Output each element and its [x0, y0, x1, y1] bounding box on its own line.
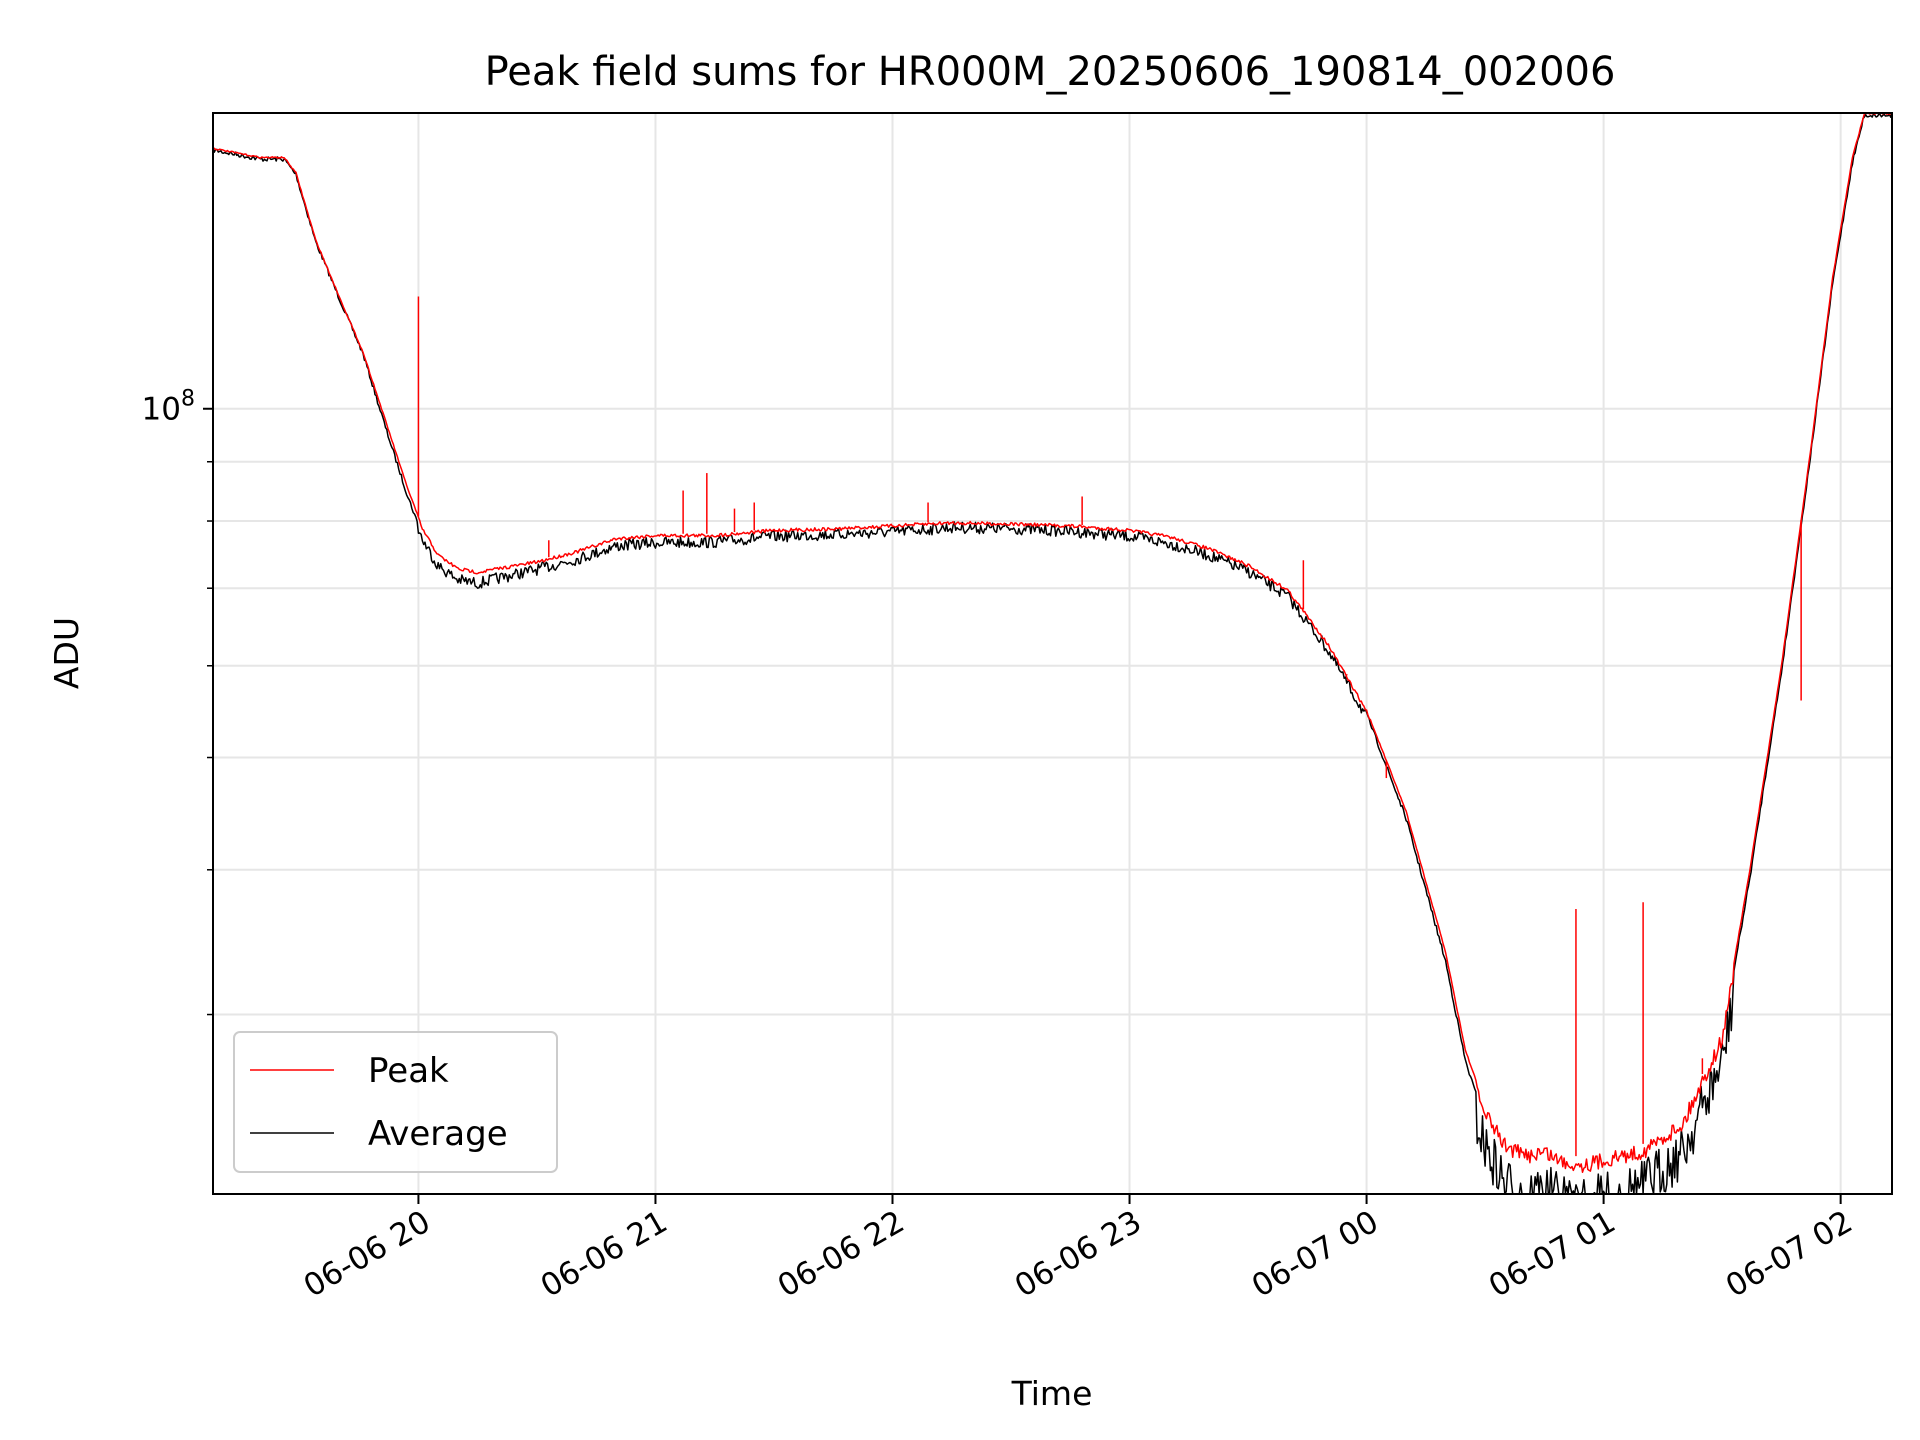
y-axis: 108: [142, 387, 213, 1016]
y-tick-label: 108: [142, 387, 195, 428]
x-axis: 06-06 20 06-06 21 06-06 22 06-06 23 06-07 00…: [298, 1194, 1859, 1305]
x-tick-label: 06-06 23: [1009, 1204, 1148, 1305]
x-tick-label: 06-06 20: [298, 1204, 437, 1305]
x-tick-label: 06-07 00: [1246, 1204, 1385, 1305]
legend-label-peak: Peak: [368, 1051, 449, 1091]
legend-box: [233, 1031, 558, 1173]
chart-title: Peak field sums for HR000M_20250606_1908…: [485, 49, 1616, 95]
x-tick-label: 06-06 21: [535, 1204, 674, 1305]
x-tick-label: 06-07 01: [1483, 1204, 1622, 1305]
series-line-peak: [212, 112, 1893, 1173]
legend-label-average: Average: [368, 1114, 508, 1154]
grid: [213, 113, 1892, 1194]
x-tick-label: 06-06 22: [772, 1204, 911, 1305]
x-axis-label: Time: [1011, 1374, 1093, 1413]
x-tick-label: 06-07 02: [1720, 1204, 1859, 1305]
y-axis-label: ADU: [47, 617, 86, 689]
legend: Peak Average: [233, 1031, 558, 1173]
plot-frame: [212, 112, 1893, 1195]
